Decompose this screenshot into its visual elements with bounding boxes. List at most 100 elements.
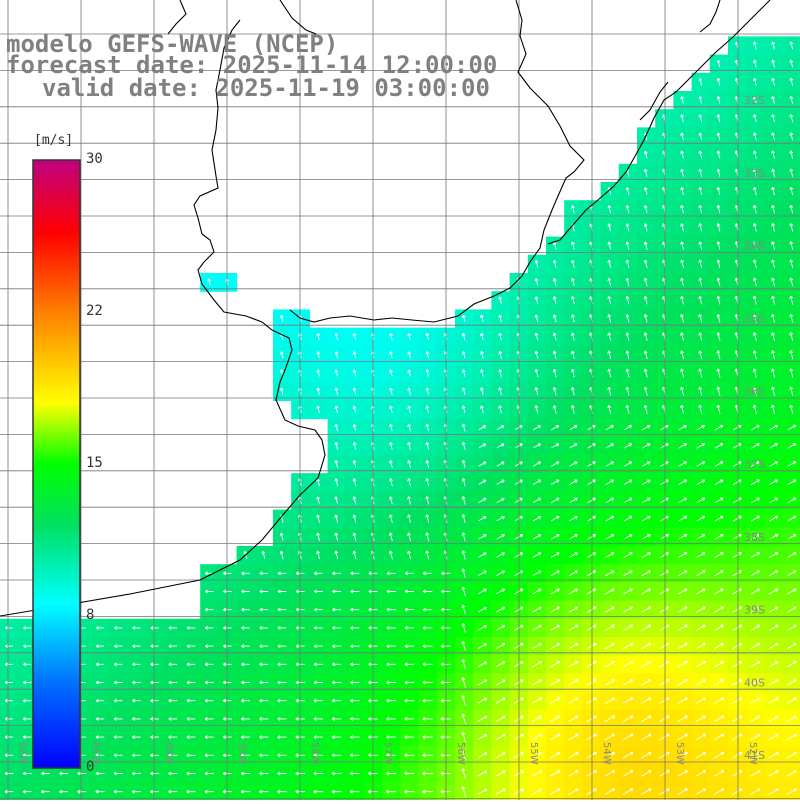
wind-arrow xyxy=(786,624,797,631)
wind-arrow xyxy=(789,386,794,396)
wind-arrow xyxy=(480,405,484,414)
wind-arrow xyxy=(4,735,14,739)
wind-arrow xyxy=(659,624,670,631)
wind-arrow xyxy=(331,717,342,721)
wind-arrow xyxy=(551,443,560,449)
wind-arrow xyxy=(786,606,797,613)
wind-arrow xyxy=(549,751,561,759)
wind-arrow xyxy=(205,571,214,576)
wind-arrow xyxy=(768,588,779,595)
wind-arrow xyxy=(334,532,339,542)
wind-arrow xyxy=(222,735,232,739)
wind-arrow xyxy=(677,624,688,631)
wind-arrow xyxy=(786,715,797,723)
wind-arrow xyxy=(750,624,761,631)
wind-arrow xyxy=(571,241,575,250)
wind-arrow xyxy=(569,479,578,485)
wind-arrow xyxy=(334,441,339,450)
wind-arrow xyxy=(713,679,725,686)
wind-arrow xyxy=(714,533,724,540)
wind-arrow xyxy=(698,350,703,360)
wind-arrow xyxy=(752,204,757,214)
wind-arrow xyxy=(389,333,393,341)
wind-arrow xyxy=(604,588,615,595)
wind-arrow xyxy=(352,441,357,450)
wind-arrow xyxy=(259,607,269,612)
wind-arrow xyxy=(150,717,159,721)
wind-arrow xyxy=(150,698,159,703)
wind-arrow xyxy=(587,515,596,522)
wind-arrow xyxy=(534,387,539,396)
wind-arrow xyxy=(625,350,630,360)
wind-arrow xyxy=(752,313,757,323)
wind-arrow xyxy=(680,241,684,250)
wind-arrow xyxy=(77,771,87,776)
wind-arrow xyxy=(716,295,721,305)
wind-arrow xyxy=(316,496,321,505)
wind-arrow xyxy=(425,496,430,505)
wind-arrow xyxy=(461,731,466,743)
wind-arrow xyxy=(389,387,393,395)
wind-arrow xyxy=(277,644,287,648)
wind-arrow xyxy=(186,789,196,794)
wind-arrow xyxy=(641,533,651,540)
wind-arrow xyxy=(716,150,721,159)
wind-arrow xyxy=(95,644,105,648)
wind-arrow xyxy=(350,644,360,648)
wind-arrow xyxy=(95,735,105,739)
wind-arrow xyxy=(643,150,648,159)
wind-arrow xyxy=(113,717,123,721)
wind-arrow xyxy=(132,662,141,667)
wind-arrow xyxy=(331,680,342,685)
wind-arrow xyxy=(571,259,575,268)
wind-arrow xyxy=(605,425,614,431)
wind-arrow xyxy=(768,570,779,577)
wind-arrow xyxy=(478,443,487,449)
wind-arrow xyxy=(659,661,670,668)
lat-label: 33S xyxy=(744,167,765,180)
wind-arrow xyxy=(789,114,794,123)
wind-arrow xyxy=(531,733,543,741)
wind-arrow xyxy=(643,386,648,396)
wind-arrow xyxy=(331,735,342,739)
wind-arrow xyxy=(407,441,412,450)
wind-arrow xyxy=(422,589,433,594)
wind-arrow xyxy=(422,735,433,739)
wind-arrow xyxy=(113,644,123,648)
wind-arrow xyxy=(5,626,13,630)
wind-arrow xyxy=(334,550,339,560)
wind-arrow xyxy=(532,479,542,485)
wind-arrow xyxy=(752,277,757,287)
wind-arrow xyxy=(568,642,579,650)
wind-cell xyxy=(782,218,800,238)
wind-arrow xyxy=(277,771,287,776)
wind-arrow xyxy=(750,479,760,486)
lat-label: 35S xyxy=(744,312,765,325)
wind-arrow xyxy=(550,588,560,595)
lat-label: 41S xyxy=(744,749,765,762)
wind-arrow xyxy=(698,186,703,196)
wind-arrow xyxy=(331,771,342,776)
wind-arrow xyxy=(407,387,412,395)
wind-arrow xyxy=(477,788,488,795)
wind-arrow xyxy=(752,259,757,269)
wind-arrow xyxy=(716,241,721,250)
wind-arrow xyxy=(550,697,561,704)
wind-arrow xyxy=(660,424,669,431)
wind-arrow xyxy=(332,626,342,630)
wind-field xyxy=(0,36,800,802)
wind-arrow xyxy=(407,514,411,523)
lon-label: 55W xyxy=(528,742,539,765)
wind-arrow xyxy=(568,624,579,631)
wind-arrow xyxy=(461,459,466,469)
wind-arrow xyxy=(623,479,633,485)
wind-cell xyxy=(782,782,800,802)
wind-arrow xyxy=(168,626,177,630)
wind-arrow xyxy=(716,368,721,378)
wind-arrow xyxy=(480,314,484,323)
wind-arrow xyxy=(477,697,488,704)
wind-arrow xyxy=(277,753,287,758)
wind-arrow xyxy=(95,680,105,685)
wind-arrow xyxy=(605,515,615,522)
